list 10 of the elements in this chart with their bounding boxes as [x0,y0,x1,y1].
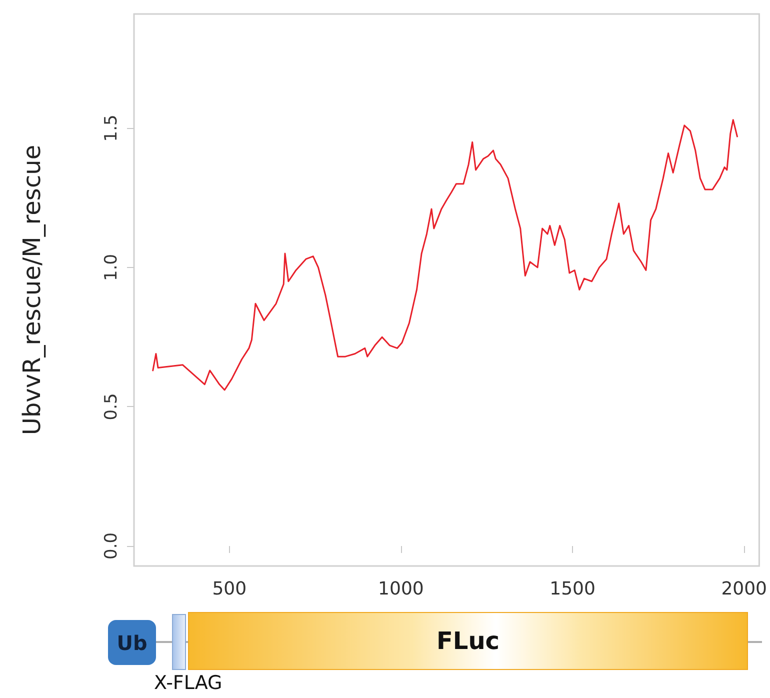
y-tick-label: 1.5 [102,114,122,142]
y-tick-label: 0.0 [102,532,122,560]
x-tick-label: 2000 [721,578,767,600]
y-tick-label: 1.0 [102,254,122,281]
x-tick-label: 1000 [378,578,424,600]
y-tick-label: 0.5 [102,393,122,420]
line-series [152,119,738,391]
x-tick-label: 500 [212,578,247,600]
x-tick-label: 1500 [550,578,596,600]
y-axis-title: UbvvR_rescue/M_rescue [18,144,46,436]
